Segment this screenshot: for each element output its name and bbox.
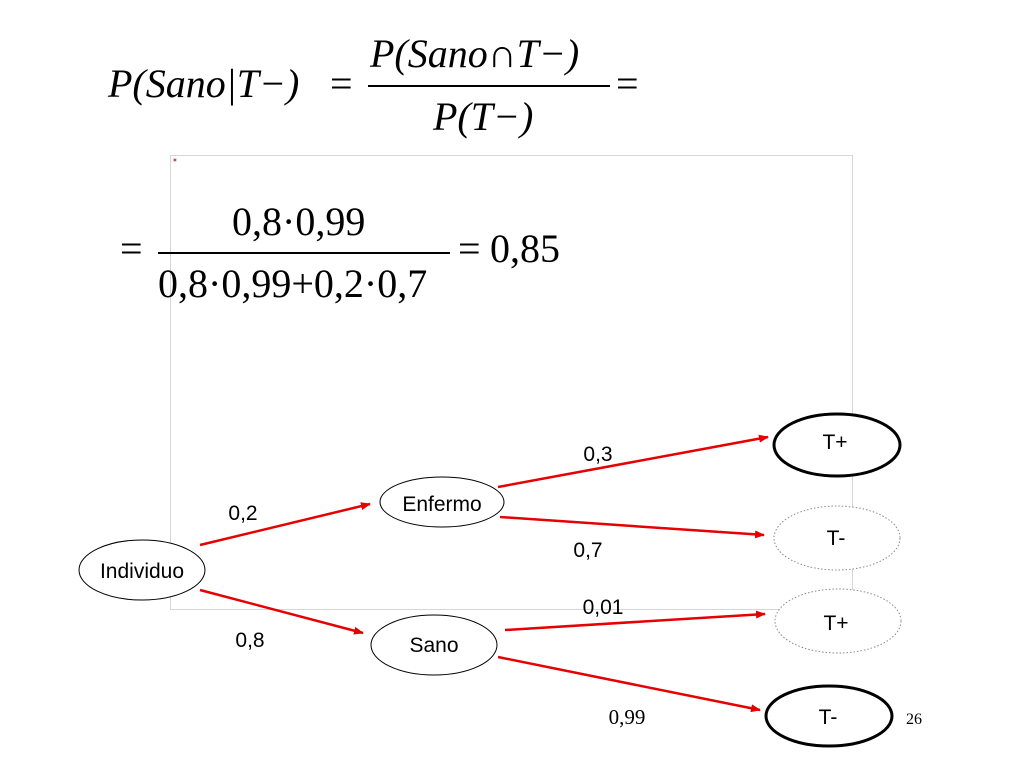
edge-enfermo-neg [499,515,765,539]
edge-enfermo-pos [497,434,769,489]
node-root-label: Individuo [100,560,184,583]
edge-root-enfermo [199,502,371,547]
tree-edges [199,434,769,713]
edge-label-root-enfermo: 0,2 [228,502,257,525]
edge-root-sano [199,588,364,635]
formula-1-lhs-text: P(Sano|T−) [108,61,300,106]
node-root-shape [78,539,206,601]
node-enfermo-label: Enfermo [402,493,481,516]
edge-label-sano-neg: 0,99 [609,705,646,729]
formula-1-lhs: P(Sano|T−) [108,60,299,107]
node-sano-shape [370,614,498,676]
node-enfermo-neg-label: T- [827,527,846,550]
node-sano-pos-label: T+ [823,612,848,635]
edge-label-enfermo-neg: 0,7 [573,539,602,562]
embedded-object-marker: ▣ [173,157,177,162]
edge-sano-pos [504,610,766,632]
edge-sano-neg [497,655,761,713]
node-sano-pos-shape [774,588,902,654]
edge-label-sano-pos: 0,01 [583,596,624,619]
node-sano-neg-label: T- [819,706,838,729]
formula-1-denominator: P(T−) [433,94,534,139]
formula-1-equals: = [330,61,353,106]
node-enfermo-pos-label: T+ [822,431,847,454]
formula-2-denominator: 0,8·0,99+0,2·0,7 [158,261,428,306]
formula-1-trailing-equals: = [616,61,639,106]
node-enfermo-neg-shape [773,505,901,571]
edge-label-enfermo-pos: 0,3 [583,443,612,466]
formula-2-numerator: 0,8·0,99 [232,199,366,244]
formula-1-fraction-bar [368,85,610,87]
page-number: 26 [906,711,922,728]
formula-2-leading-equals: = [120,226,143,271]
formula-2-result: 0,85 [490,226,560,271]
node-enfermo-shape [379,476,505,528]
node-sano-label: Sano [409,634,458,657]
formula-2-equals: = [458,226,481,271]
embedded-object-frame: ▣ [170,155,853,610]
formula-2-fraction-bar [158,252,450,254]
formula-1-numerator: P(Sano∩T−) [370,31,580,76]
edge-label-root-sano: 0,8 [235,629,264,652]
node-sano-neg-shape [764,684,894,748]
node-enfermo-pos-shape [772,412,902,478]
